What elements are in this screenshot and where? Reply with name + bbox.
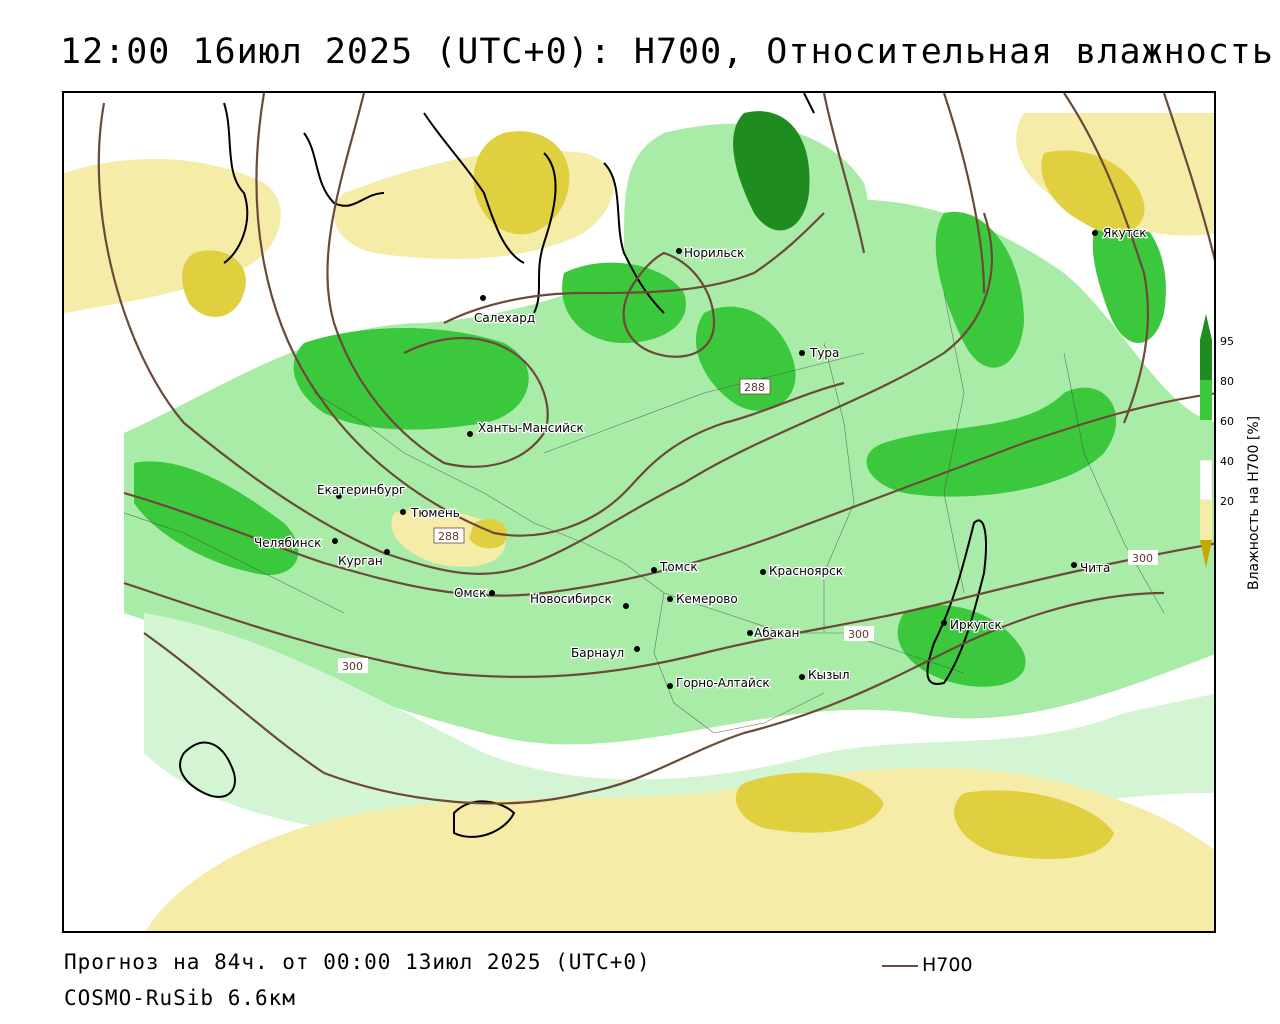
humidity-area-dry	[182, 250, 246, 317]
city-marker	[467, 431, 473, 437]
h700-contour	[1063, 93, 1149, 424]
h700-contours	[97, 93, 1214, 805]
h700-contour	[143, 591, 1165, 805]
city-label: Кемерово	[676, 592, 738, 606]
city-marker	[941, 620, 947, 626]
outside-domain	[64, 613, 124, 931]
city-label: Чита	[1080, 561, 1110, 575]
humidity-area-wet	[733, 111, 810, 231]
city-marker	[332, 538, 338, 544]
h700-contour	[123, 542, 1214, 678]
city-marker	[651, 567, 657, 573]
colorbar-band-95	[1200, 340, 1212, 380]
colorbar-bottom-triangle	[1200, 540, 1212, 568]
contour-label: 288	[744, 381, 765, 394]
contour-label-group: 288 288 300 300 300	[338, 378, 1158, 673]
city-marker	[489, 590, 495, 596]
city-label: Новосибирск	[530, 592, 612, 606]
city-label: Якутск	[1103, 226, 1147, 240]
city-label: Кызыл	[808, 668, 850, 682]
city-marker	[634, 646, 640, 652]
city-label: Тура	[809, 346, 839, 360]
city-marker	[667, 683, 673, 689]
colorbar-tick: 80	[1220, 375, 1234, 388]
contour-line-swatch	[882, 964, 918, 967]
city-marker	[760, 569, 766, 575]
humidity-area-wet	[695, 306, 796, 411]
city-label: Барнаул	[571, 646, 624, 660]
colorbar-top-triangle	[1200, 314, 1212, 340]
contour-line-legend: H700	[882, 954, 973, 976]
city-marker	[336, 493, 342, 499]
colorbar-tick: 60	[1220, 415, 1234, 428]
forecast-info: Прогноз на 84ч. от 00:00 13июл 2025 (UTC…	[64, 950, 651, 974]
city-marker	[623, 603, 629, 609]
contour-label: 300	[848, 628, 869, 641]
city-label: Томск	[659, 560, 698, 574]
colorbar-tick: 40	[1220, 455, 1234, 468]
city-marker	[799, 350, 805, 356]
contour-line-legend-label: H700	[922, 954, 973, 976]
contour-label: 300	[1132, 552, 1153, 565]
region-boundaries	[123, 292, 1165, 734]
h700-contour	[942, 93, 986, 294]
humidity-area-dry	[954, 790, 1114, 859]
city-marker	[480, 295, 486, 301]
model-name: COSMO-RuSib 6.6км	[64, 986, 296, 1010]
city-marker	[667, 596, 673, 602]
city-label: Тюмень	[410, 506, 460, 520]
humidity-area-wet	[293, 328, 529, 430]
city-label: Норильск	[684, 246, 744, 260]
outside-domain	[64, 93, 1214, 133]
city-label: Абакан	[754, 626, 799, 640]
colorbar-tick: 20	[1220, 495, 1234, 508]
city-label: Красноярск	[769, 564, 843, 578]
city-marker	[799, 674, 805, 680]
city-label: Екатеринбург	[317, 483, 405, 497]
humidity-colorbar	[1199, 314, 1213, 568]
city-marker	[400, 509, 406, 515]
map-frame: 288 288 300 300 300 Якутск Норильск Салеха…	[62, 91, 1216, 933]
contour-label: 288	[438, 530, 459, 543]
city-marker	[384, 549, 390, 555]
h700-contour	[1162, 93, 1214, 262]
city-marker	[1071, 562, 1077, 568]
city-marker	[676, 248, 682, 254]
city-label: Горно-Алтайск	[676, 676, 770, 690]
city-marker	[1092, 230, 1098, 236]
h700-contour	[255, 93, 845, 537]
h700-contour	[622, 251, 716, 358]
city-label: Омск	[454, 586, 486, 600]
city-layer: Якутск Норильск Салехард Тура Ханты-Мансийск…	[253, 225, 1148, 692]
colorbar-band-80	[1200, 380, 1212, 420]
h700-contour	[822, 93, 866, 254]
map-title: 12:00 16июл 2025 (UTC+0): H700, Относите…	[60, 32, 1274, 72]
contour-label: 300	[342, 660, 363, 673]
map-canvas: 288 288 300 300 300 Якутск Норильск Салеха…	[64, 93, 1214, 931]
colorbar-band-60	[1200, 420, 1212, 460]
humidity-area-wet	[935, 211, 1024, 368]
h700-contour	[123, 392, 1214, 597]
city-label: Курган	[338, 554, 383, 568]
humidity-area-wet	[866, 387, 1117, 497]
colorbar-tick: 95	[1220, 335, 1234, 348]
h700-contour	[443, 212, 825, 324]
humidity-area-dry	[735, 772, 884, 833]
h700-contour	[97, 102, 993, 576]
city-label: Салехард	[474, 311, 535, 325]
city-label: Ханты-Мансийск	[478, 421, 584, 435]
colorbar-band-40	[1199, 459, 1213, 501]
humidity-area-dry	[473, 131, 570, 235]
city-marker	[747, 630, 753, 636]
city-label: Иркутск	[950, 618, 1002, 632]
h700-contour	[326, 93, 549, 468]
humidity-area-dry	[1041, 150, 1145, 234]
humidity-area-wet	[134, 461, 299, 575]
colorbar-title: Влажность на H700 [%]	[1246, 415, 1262, 590]
humidity-area-dry	[146, 767, 1214, 931]
colorbar-band-20	[1200, 500, 1212, 540]
city-label: Челябинск	[254, 536, 321, 550]
